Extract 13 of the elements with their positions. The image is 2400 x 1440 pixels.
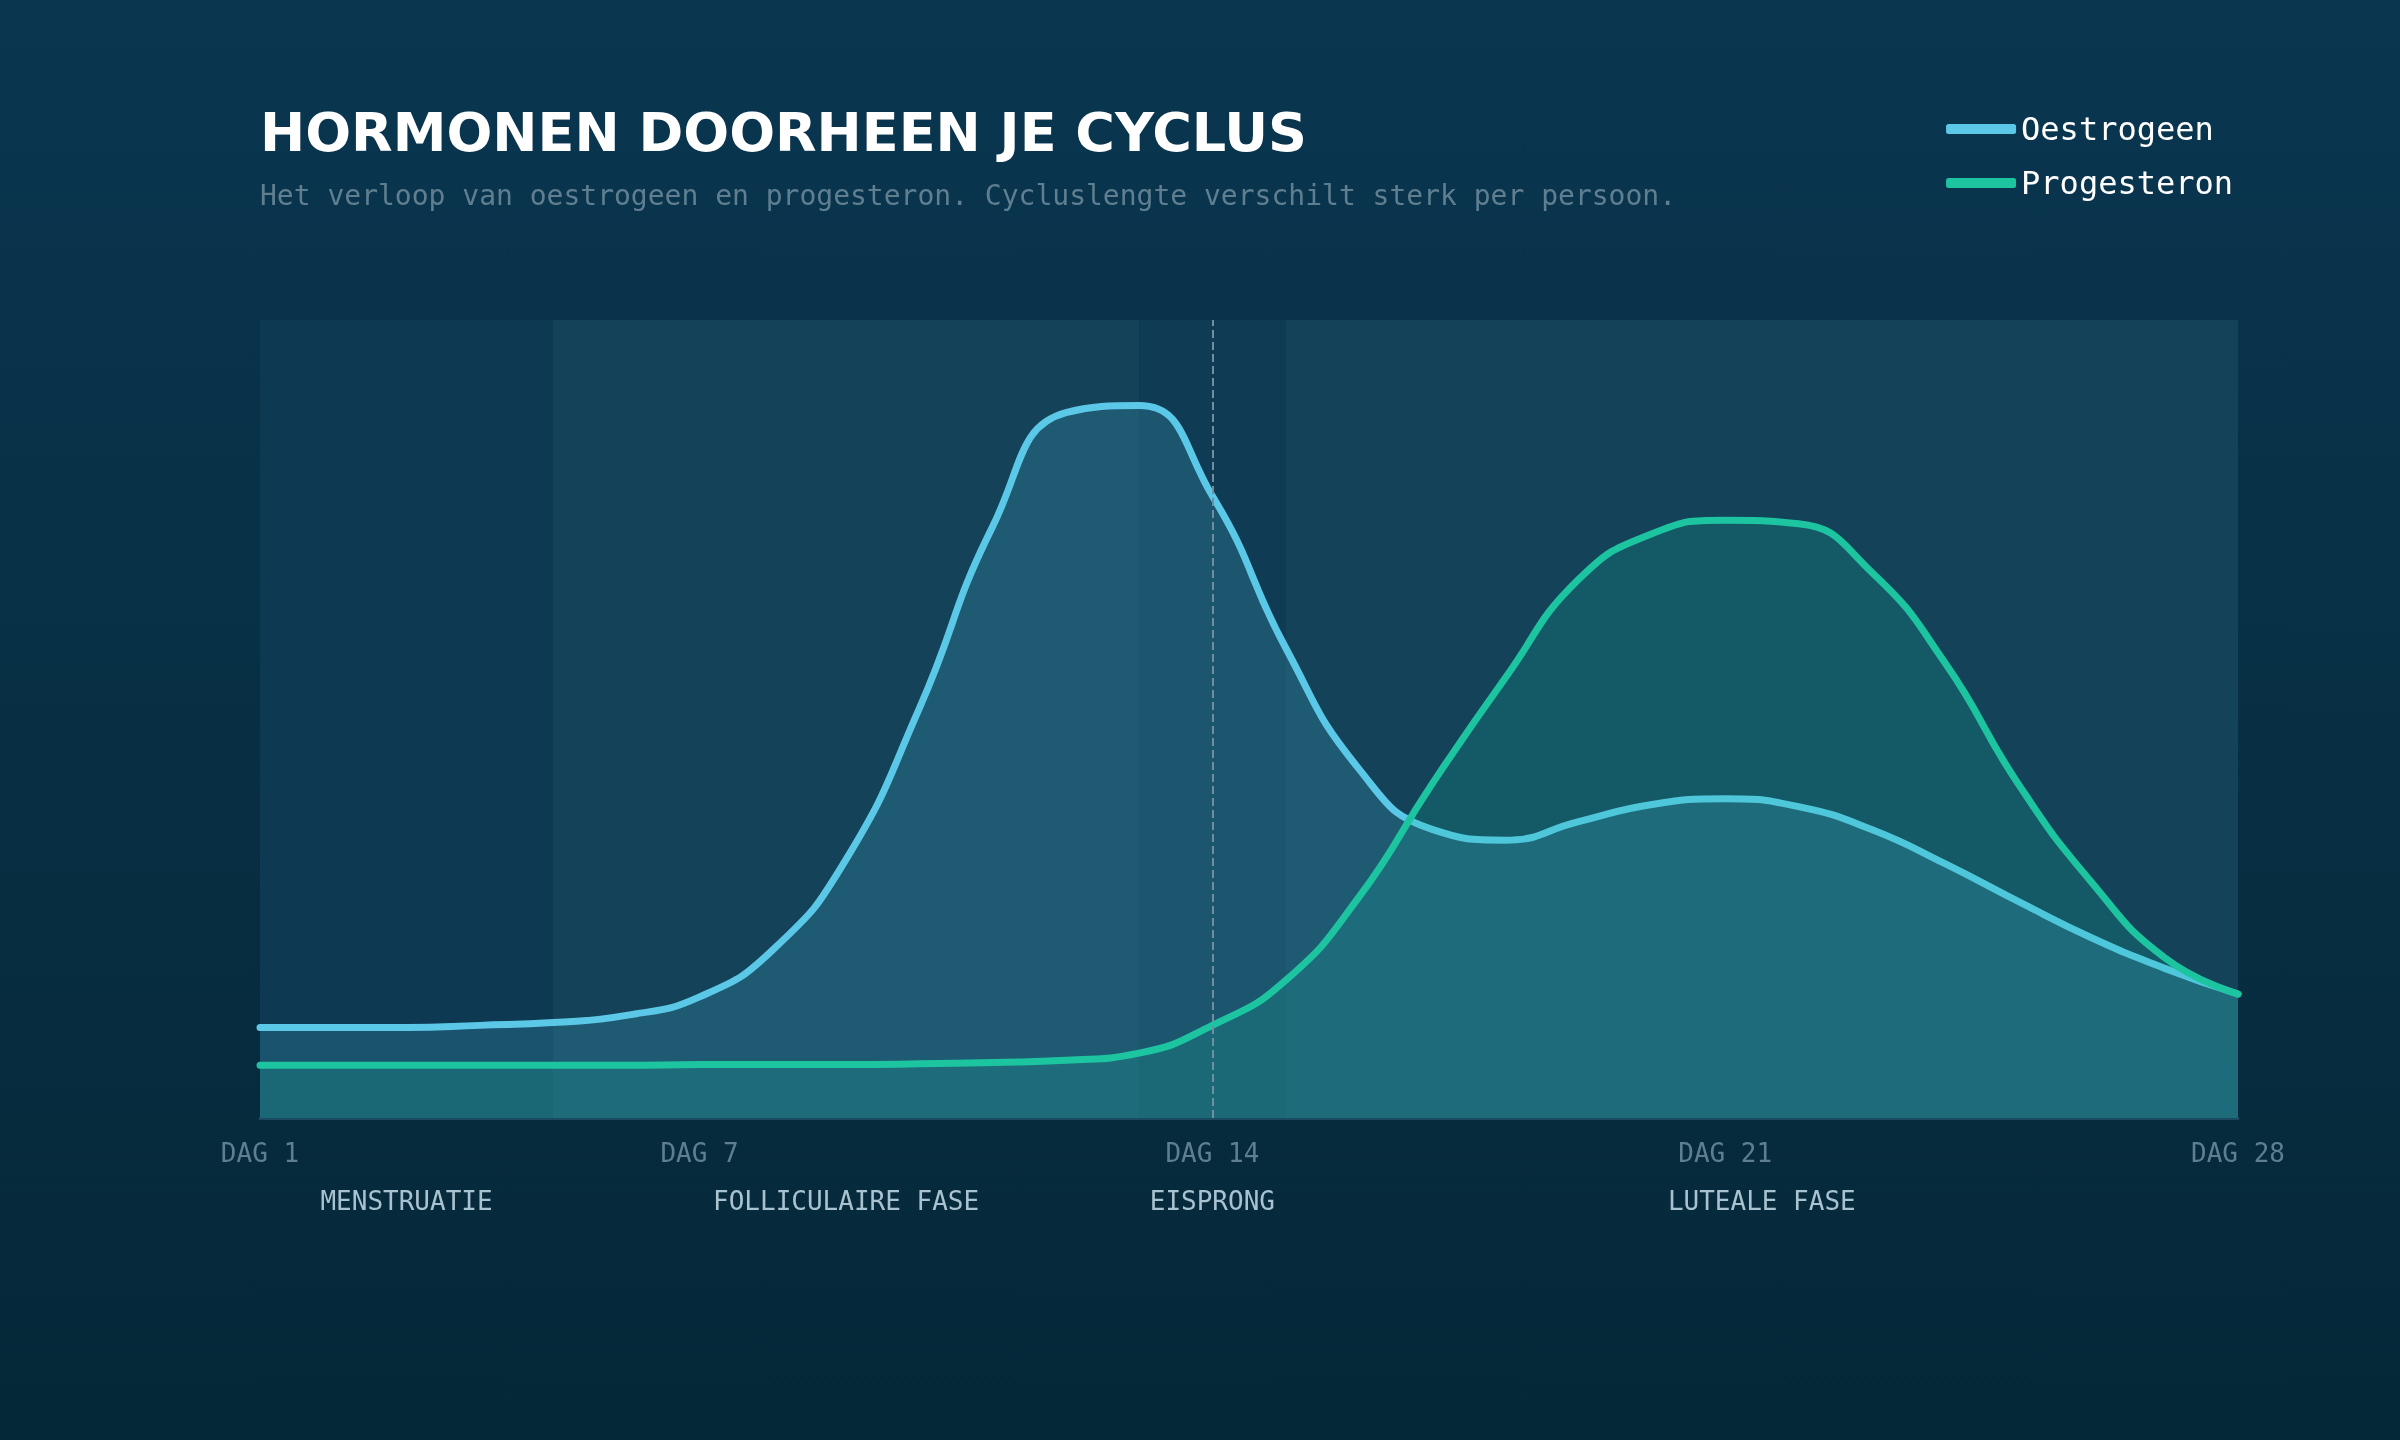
text: LUTEALE FASE (1667, 1186, 1856, 1216)
x-tick-label: DAG 21 (1678, 1138, 1773, 1168)
chart-title: HORMONEN DOORHEEN JE CYCLUS (260, 100, 1308, 164)
text: EISPRONG (1149, 1186, 1275, 1216)
x-tick-label: DAG 7 (660, 1138, 739, 1168)
x-tick-label: DAG 14 (1165, 1138, 1260, 1168)
x-tick-label: DAG 28 (2191, 1138, 2285, 1168)
text: MENSTRUATIE (320, 1186, 493, 1216)
legend-label: Oestrogeen (2021, 110, 2214, 148)
chart-subtitle: Het verloop van oestrogeen en progesteron. Cycluslengte verschilt sterk per persoon. (260, 178, 1677, 212)
text: FOLLICULAIRE FASE (713, 1186, 980, 1216)
x-tick-label: DAG 1 (220, 1138, 300, 1168)
legend-label: Progesteron (2021, 164, 2233, 202)
